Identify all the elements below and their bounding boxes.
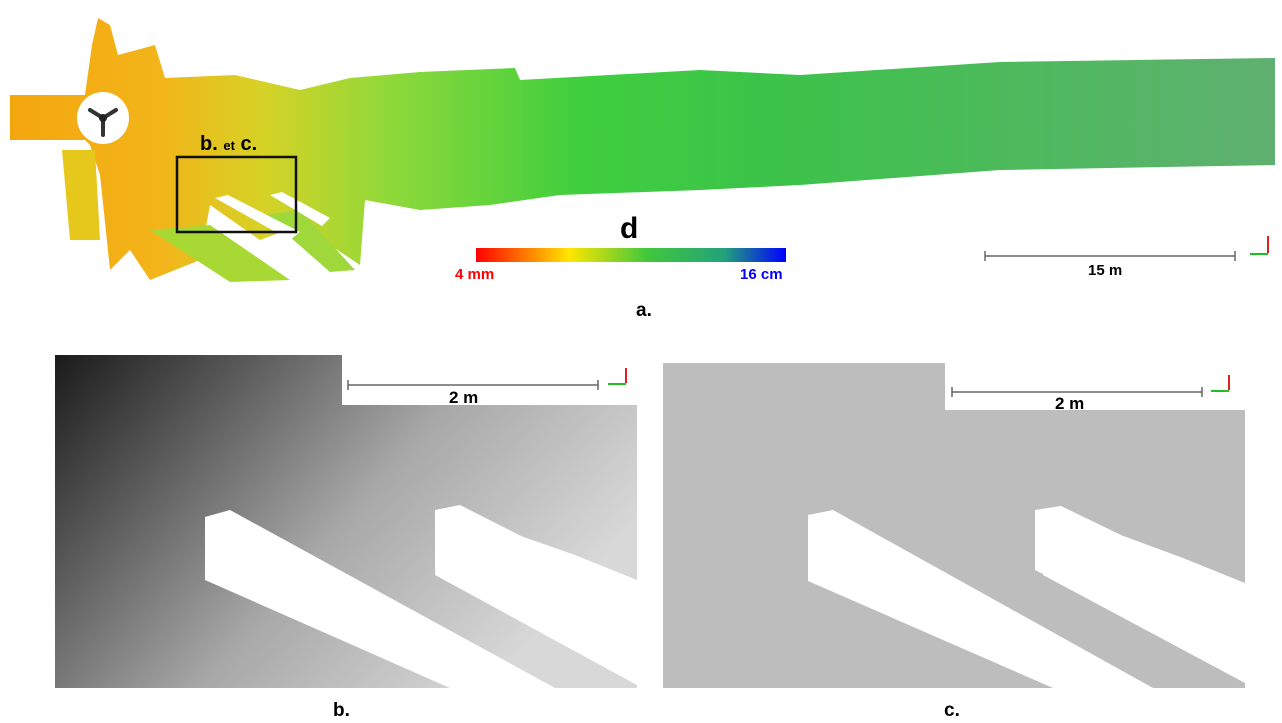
- roi-label-et: et: [223, 138, 235, 153]
- panel-b: 2 m: [55, 355, 637, 688]
- scale-label-2m: 2 m: [1055, 394, 1085, 413]
- pointcloud-cutout: [808, 510, 1153, 688]
- roi-label-b: b.: [200, 133, 218, 155]
- panel-c: 2 m: [663, 363, 1245, 688]
- scale-bar-2m: [951, 387, 1203, 397]
- colorbar-max-label: 16 cm: [740, 266, 783, 283]
- colorbar: [476, 248, 786, 262]
- pointcloud-area: [663, 363, 1245, 688]
- panel-b-pointcloud: [55, 355, 637, 688]
- pointcloud-cutout: [1035, 506, 1245, 675]
- colorbar-min-label: 4 mm: [455, 266, 495, 283]
- roi-label: b. et c.: [200, 133, 257, 156]
- pointcloud-floor-strip: [150, 225, 290, 282]
- caption-b: b.: [333, 700, 350, 721]
- roi-box: [175, 155, 298, 234]
- pointcloud-floor-strip: [265, 210, 355, 272]
- panel-a: b. et c. d 4 mm 16 cm 15 m: [0, 0, 1282, 300]
- scale-label-15m: 15 m: [1088, 262, 1123, 279]
- pointcloud-cutout: [435, 505, 637, 675]
- pointcloud-body: [10, 18, 1275, 280]
- caption-a: a.: [636, 300, 652, 321]
- colorbar-title: d: [620, 212, 639, 245]
- pointcloud-cutout: [215, 195, 300, 240]
- scale-bar-15m: [984, 251, 1236, 261]
- pointcloud-area: [55, 355, 637, 688]
- scale-label-2m: 2 m: [449, 388, 479, 407]
- pointcloud-arm: [62, 150, 100, 240]
- panel-c-pointcloud: [663, 363, 1245, 688]
- axes-icon: [1250, 236, 1269, 255]
- pointcloud-cutout: [205, 510, 555, 688]
- panel-a-pointcloud: [10, 18, 1275, 282]
- scale-bar-2m: [347, 380, 599, 390]
- axes-icon: [1211, 375, 1230, 392]
- axes-icon: [608, 368, 627, 385]
- caption-c: c.: [944, 700, 960, 721]
- pointcloud-cutout: [270, 192, 330, 226]
- roi-label-c: c.: [240, 133, 258, 155]
